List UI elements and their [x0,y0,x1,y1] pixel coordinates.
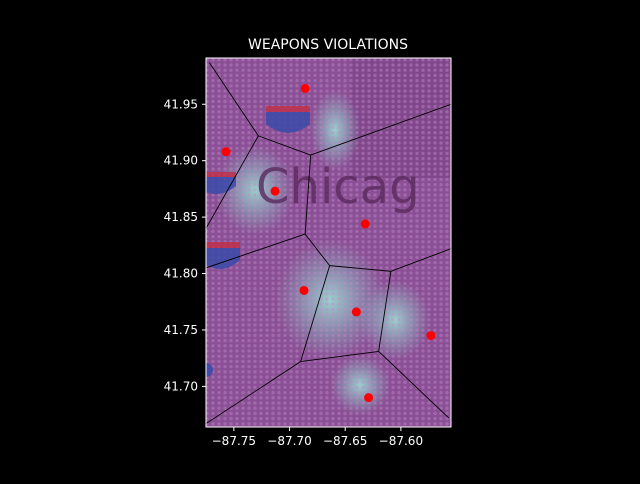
map-city-label: Chicag [256,159,420,215]
x-tick-label: −87.75 [212,434,256,448]
voronoi-edge [208,62,259,137]
x-axis: −87.75 −87.70 −87.65 −87.60 [212,427,423,448]
highway-marker-icon [206,363,213,377]
voronoi-edge [206,135,259,229]
hex-grid-overlay [206,58,451,427]
voronoi-edge [378,351,450,419]
violation-point [351,307,361,317]
y-tick-label: 41.75 [164,323,198,337]
y-tick-label: 41.95 [164,97,198,111]
violation-point [360,219,370,229]
map-background: Chicag [206,58,451,427]
voronoi-edge [304,155,312,235]
chart-title: WEAPONS VIOLATIONS [248,37,408,53]
y-axis: 41.70 41.75 41.80 41.85 41.90 41.95 [164,97,206,393]
y-tick-label: 41.80 [164,267,198,281]
voronoi-edge [378,271,392,352]
violation-point [299,285,309,295]
y-tick-label: 41.85 [164,210,198,224]
voronoi-edge [310,103,451,156]
y-tick-label: 41.70 [164,379,198,393]
interstate-shield-icon [206,172,236,194]
plot-frame [205,57,452,428]
interstate-shield-icon [266,106,310,133]
voronoi-edge [206,361,301,424]
violation-point [221,147,231,157]
violation-point [426,331,436,341]
voronoi-edge [258,135,311,156]
violation-point [300,83,310,93]
voronoi-edge [300,350,379,362]
voronoi-edge [304,233,330,266]
x-tick-label: −87.70 [267,434,311,448]
y-tick-label: 41.90 [164,154,198,168]
violation-point [364,393,374,403]
voronoi-edge [329,265,391,272]
voronoi-edges [206,62,451,424]
interstate-shield-icon [206,242,240,269]
voronoi-edge [300,265,331,362]
violation-points [221,83,436,403]
x-tick-label: −87.60 [379,434,423,448]
voronoi-edge [206,233,306,269]
violation-point [270,186,280,196]
x-tick-label: −87.65 [323,434,367,448]
voronoi-edge [390,248,451,272]
